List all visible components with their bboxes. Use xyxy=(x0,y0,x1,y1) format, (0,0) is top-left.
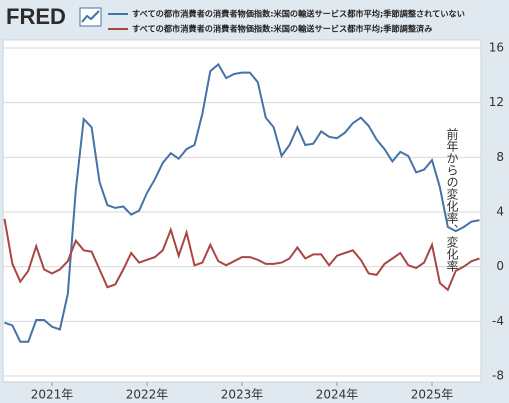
logo: FRED xyxy=(6,4,66,29)
y-tick-label: 12 xyxy=(489,95,504,109)
x-tick-label: 2021年 xyxy=(31,388,74,402)
series-line xyxy=(4,62,480,343)
y-tick-label: 16 xyxy=(489,41,504,55)
legend-label: すべての都市消費者の消費者物価指数:米国の輸送サービス都市平均;季節調整済み xyxy=(132,24,432,34)
legend-label: すべての都市消費者の消費者物価指数:米国の輸送サービス都市平均;季節調整されてい… xyxy=(132,9,465,19)
y-tick-label: -4 xyxy=(492,314,504,328)
plot-area xyxy=(2,39,482,383)
x-tick-label: 2023年 xyxy=(221,388,264,402)
y-tick-label: -8 xyxy=(492,369,504,383)
y-tick-label: 8 xyxy=(496,150,504,164)
series-line xyxy=(3,218,480,292)
x-tick-label: 2022年 xyxy=(126,388,169,402)
y-axis-title: 前年からの変化率、変化率 xyxy=(445,127,459,272)
x-tick-label: 2024年 xyxy=(316,388,359,402)
logo-icon xyxy=(79,7,102,27)
x-tick-label: 2025年 xyxy=(411,388,454,402)
y-tick-label: 4 xyxy=(496,205,504,219)
y-tick-label: 0 xyxy=(496,259,504,273)
